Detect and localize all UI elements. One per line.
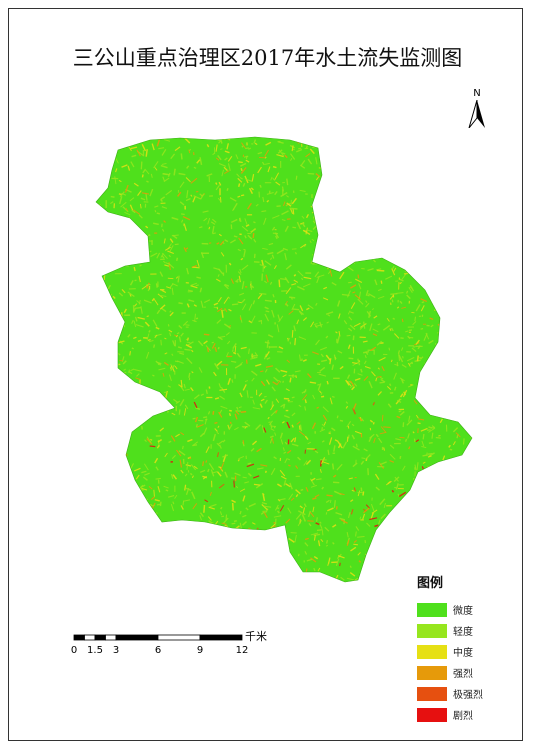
map-frame bbox=[8, 8, 523, 741]
scale-bar-graphic bbox=[73, 634, 243, 641]
scale-segment bbox=[84, 634, 96, 641]
north-label: N bbox=[473, 88, 481, 99]
legend-item: 强烈 bbox=[417, 662, 517, 683]
scale-tick-label: 12 bbox=[235, 645, 249, 656]
north-arrow-icon bbox=[468, 100, 485, 128]
legend-label: 极强烈 bbox=[453, 690, 483, 701]
legend: 图例 微度 轻度 中度 强烈 极强烈 剧烈 bbox=[417, 572, 517, 725]
scale-segment bbox=[105, 634, 117, 641]
scale-tick-label: 3 bbox=[112, 645, 120, 656]
legend-swatch bbox=[417, 623, 447, 638]
legend-label: 剧烈 bbox=[453, 711, 473, 722]
legend-label: 微度 bbox=[453, 606, 473, 617]
legend-swatch bbox=[417, 665, 447, 680]
legend-label: 中度 bbox=[453, 648, 473, 659]
scale-tick-label: 0 bbox=[70, 645, 78, 656]
scale-segment bbox=[73, 634, 85, 641]
legend-item: 剧烈 bbox=[417, 704, 517, 725]
scale-tick-label: 9 bbox=[196, 645, 204, 656]
legend-swatch bbox=[417, 644, 447, 659]
legend-swatch bbox=[417, 686, 447, 701]
scale-segment bbox=[199, 634, 243, 641]
map-title: 三公山重点治理区2017年水土流失监测图 bbox=[72, 46, 463, 70]
legend-item: 极强烈 bbox=[417, 683, 517, 704]
legend-label: 轻度 bbox=[453, 627, 473, 638]
legend-title: 图例 bbox=[417, 576, 444, 591]
legend-item: 中度 bbox=[417, 641, 517, 662]
legend-item: 轻度 bbox=[417, 620, 517, 641]
scale-tick-label: 6 bbox=[154, 645, 162, 656]
legend-label: 强烈 bbox=[453, 669, 473, 680]
scale-segment bbox=[115, 634, 159, 641]
scale-tick-label: 1.5 bbox=[87, 645, 103, 656]
scale-segment bbox=[157, 634, 201, 641]
legend-swatch bbox=[417, 602, 447, 617]
scale-bar: 千米 0 1.5 3 6 9 12 bbox=[70, 630, 273, 660]
north-arrow: N bbox=[466, 88, 488, 130]
legend-item: 微度 bbox=[417, 599, 517, 620]
base-fill bbox=[96, 137, 472, 582]
scale-units: 千米 bbox=[245, 630, 267, 643]
scale-segment bbox=[94, 634, 106, 641]
legend-swatch bbox=[417, 707, 447, 722]
